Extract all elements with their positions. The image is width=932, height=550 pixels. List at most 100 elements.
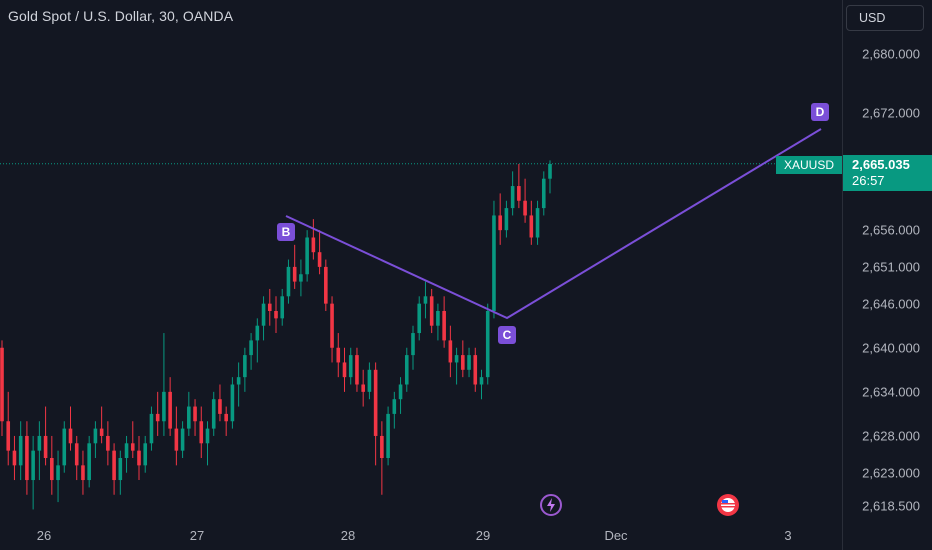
price-axis-label: 2,628.000 [862, 428, 920, 444]
candle-body [517, 186, 521, 201]
candle-body [74, 443, 79, 466]
candle-body [336, 347, 341, 363]
candle-body [330, 303, 334, 348]
chart-title: Gold Spot / U.S. Dollar, 30, OANDA [8, 8, 234, 24]
candle-body [143, 443, 148, 466]
price-axis-label: 2,618.500 [862, 498, 920, 514]
us-flag-icon[interactable] [717, 494, 739, 516]
candle-body [249, 340, 253, 356]
candle-body [193, 406, 197, 422]
candle-body [404, 355, 409, 385]
candle-body [236, 377, 241, 385]
candle-body [243, 355, 247, 378]
candle-body [267, 303, 272, 311]
candle-body [355, 355, 359, 385]
candle-body [93, 428, 98, 444]
candle-body [87, 443, 91, 481]
candle-body [473, 355, 478, 385]
candle-body [43, 435, 48, 458]
candle-body [180, 428, 185, 451]
lightning-icon[interactable] [540, 494, 562, 516]
candle-body [18, 435, 23, 466]
abcd-pattern-line [285, 128, 822, 320]
price-axis-label: 2,672.000 [862, 105, 920, 121]
candle-body [199, 421, 204, 444]
price-axis-label: 2,623.000 [862, 465, 920, 481]
current-price-tag: 2,665.035 26:57 [843, 155, 932, 191]
candle-body [386, 413, 390, 458]
candle-body [137, 450, 141, 466]
candle-body [454, 355, 459, 363]
candle-body [0, 347, 4, 422]
candle-body [305, 237, 309, 275]
time-axis-label: 27 [189, 528, 205, 543]
candle-body [523, 200, 527, 216]
candle-body [261, 303, 266, 326]
candle-body [411, 333, 415, 356]
candle-body [448, 340, 453, 363]
candle-body [112, 450, 116, 481]
candle-body [299, 274, 303, 282]
candle-body [467, 355, 471, 370]
candle-body [324, 266, 328, 304]
candle-body [548, 164, 552, 179]
candle-body [155, 413, 160, 422]
candle-body [417, 303, 422, 334]
time-axis-label: 3 [784, 528, 792, 543]
price-axis-label: 2,646.000 [862, 296, 920, 312]
candle-body [205, 428, 210, 444]
candle-body [436, 311, 440, 326]
candle-body [348, 355, 353, 378]
candle-body [541, 178, 546, 209]
candle-body [162, 391, 166, 422]
candle-body [62, 428, 67, 466]
candle-body [124, 443, 129, 458]
candle-body [255, 325, 260, 341]
candle-body [130, 443, 135, 451]
candle-body [224, 413, 228, 422]
candle-body [292, 266, 297, 282]
time-axis-label: 26 [36, 528, 52, 543]
price-axis-label: 2,680.000 [862, 46, 920, 62]
candle-body [342, 362, 347, 378]
candle-body [68, 428, 73, 444]
candle-body [31, 450, 35, 481]
candle-body [12, 450, 17, 466]
pattern-point-c[interactable]: C [498, 326, 516, 344]
candle-body [230, 384, 235, 422]
candle-body [373, 369, 378, 436]
price-axis-border [842, 0, 843, 550]
candle-body [380, 435, 384, 458]
current-price-value: 2,665.035 [852, 157, 910, 172]
candle-body [392, 399, 397, 414]
currency-button[interactable]: USD [846, 5, 924, 31]
candle-body [367, 369, 372, 392]
candle-body [106, 435, 110, 451]
candle-body [168, 391, 172, 429]
candle-body [461, 355, 465, 370]
candle-body [510, 186, 515, 209]
candle-body [187, 406, 191, 429]
candle-body [485, 311, 490, 378]
candle-body [423, 296, 428, 304]
symbol-tag: XAUUSD [776, 156, 842, 174]
candle-body [218, 399, 222, 414]
time-axis-label: 29 [475, 528, 491, 543]
time-axis-label: Dec [604, 528, 628, 543]
candle-body [25, 435, 29, 481]
candles-layer [0, 160, 552, 510]
pattern-point-b[interactable]: B [277, 223, 295, 241]
candle-body [361, 384, 365, 392]
candle-body [479, 377, 484, 385]
pattern-point-d[interactable]: D [811, 103, 829, 121]
candle-body [50, 458, 54, 481]
candle-body [174, 428, 179, 451]
candle-body [81, 465, 85, 481]
candle-body [118, 458, 123, 481]
candle-body [211, 399, 216, 429]
candle-body [280, 296, 285, 319]
candle-body [286, 266, 291, 297]
candle-body [398, 384, 403, 400]
candle-body [149, 413, 154, 444]
